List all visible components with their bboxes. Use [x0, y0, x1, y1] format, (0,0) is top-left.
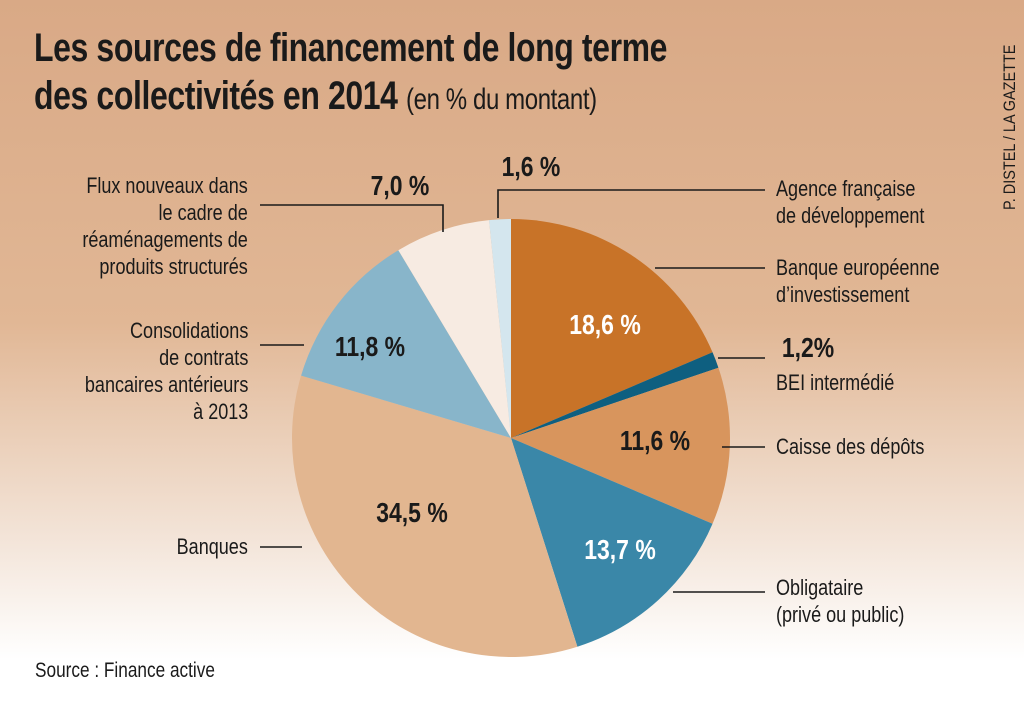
pie-slice-2	[511, 352, 719, 438]
pie-slice-4	[511, 438, 713, 647]
title-unit: (en % du montant)	[406, 83, 597, 116]
leader-flux	[260, 204, 444, 232]
title-line-1: Les sources de financement de long terme	[34, 26, 668, 70]
pie-slice-5	[292, 375, 578, 657]
label-bei-inter: BEI intermédié	[776, 370, 895, 395]
value-label-oblig: 13,7 %	[584, 534, 656, 565]
label-flux: Flux nouveaux dans le cadre de réaménageme…	[82, 173, 249, 279]
label-consol: Consolidations de contrats bancaires antér…	[84, 318, 248, 424]
value-label-caisse: 11,6 %	[619, 425, 691, 456]
source-note: Source : Finance active	[35, 659, 215, 682]
value-label-agence: 1,6 %	[501, 151, 561, 182]
pie-slice-6	[301, 250, 511, 438]
value-label-consol: 11,8 %	[334, 331, 406, 362]
value-label-bei: 18,6 %	[569, 309, 641, 340]
leader-agence	[497, 189, 765, 218]
pie-slice-8	[489, 219, 511, 438]
value-label-flux: 7,0 %	[370, 170, 430, 201]
title-line-2: des collectivités en 2014 (en % du monta…	[34, 74, 597, 118]
label-caisse: Caisse des dépôts	[776, 434, 925, 459]
leader-lines	[260, 189, 765, 593]
label-oblig: Obligataire (privé ou public)	[776, 575, 905, 627]
pie-slice-7	[398, 220, 511, 438]
pie-slice-3	[511, 367, 730, 524]
label-agence: Agence française de développement	[776, 176, 925, 228]
label-bei: Banque européenne d’investissement	[776, 255, 940, 307]
value-label-bei-inter: 1,2%	[781, 332, 835, 363]
value-label-banques: 34,5 %	[376, 497, 448, 528]
label-banques: Banques	[176, 534, 248, 559]
pie-slice-1	[511, 219, 713, 438]
